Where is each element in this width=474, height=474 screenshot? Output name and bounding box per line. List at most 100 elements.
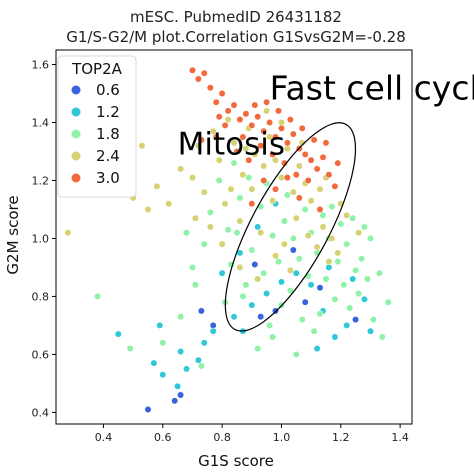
data-point xyxy=(331,295,339,303)
data-point xyxy=(251,261,259,268)
data-point xyxy=(272,185,279,193)
legend-label: 1.8 xyxy=(96,125,120,143)
data-point xyxy=(266,119,274,126)
data-point xyxy=(325,171,333,179)
data-point xyxy=(212,133,220,141)
y-tick-label: 0.8 xyxy=(32,290,50,303)
plot-area xyxy=(55,49,413,425)
data-point xyxy=(177,313,185,321)
data-point xyxy=(236,194,244,202)
data-point xyxy=(307,281,315,289)
data-point xyxy=(319,211,327,219)
data-point xyxy=(260,127,268,135)
annotation-fast-cell-cycle: Fast cell cycle xyxy=(270,68,474,107)
x-tick-label: 1.0 xyxy=(273,431,291,444)
data-point xyxy=(375,269,383,277)
data-point xyxy=(334,249,342,257)
data-point xyxy=(295,194,303,202)
data-point xyxy=(328,234,336,242)
data-point xyxy=(343,321,351,329)
data-point xyxy=(245,174,253,182)
legend-label: 2.4 xyxy=(96,147,120,165)
data-point xyxy=(310,136,318,144)
data-point xyxy=(316,206,324,213)
data-point xyxy=(283,174,291,182)
data-point xyxy=(251,150,259,158)
data-point xyxy=(319,223,327,231)
data-point xyxy=(325,263,333,271)
data-point xyxy=(307,197,315,205)
data-point xyxy=(159,339,167,347)
data-point xyxy=(242,145,250,153)
data-point xyxy=(221,121,229,129)
data-point xyxy=(331,333,339,341)
data-point xyxy=(352,266,360,274)
data-point xyxy=(263,290,271,297)
data-point xyxy=(200,69,208,77)
data-point xyxy=(346,304,354,312)
data-point xyxy=(248,185,256,193)
data-point xyxy=(286,287,294,295)
legend-label: 3.0 xyxy=(96,169,120,187)
data-point xyxy=(289,188,297,196)
legend-title: TOP2A xyxy=(71,60,123,78)
data-point xyxy=(349,214,357,222)
data-point xyxy=(283,191,291,199)
data-point xyxy=(364,275,371,283)
y-tick-label: 0.4 xyxy=(32,406,50,419)
data-point xyxy=(349,275,357,283)
data-point xyxy=(304,232,312,240)
data-point xyxy=(367,234,374,242)
data-point xyxy=(233,148,241,155)
data-point xyxy=(313,165,321,173)
data-point xyxy=(331,182,339,190)
data-point xyxy=(206,208,214,216)
data-point xyxy=(334,159,342,167)
data-point xyxy=(269,150,277,158)
data-point xyxy=(239,133,247,141)
data-point xyxy=(230,139,238,147)
data-point xyxy=(254,223,262,231)
data-point xyxy=(292,350,300,358)
data-point xyxy=(227,185,235,193)
scatter-points xyxy=(64,66,392,413)
data-point xyxy=(248,200,256,208)
y-tick-label: 1.2 xyxy=(32,174,50,187)
data-point xyxy=(263,98,271,106)
data-point xyxy=(272,252,279,260)
data-point xyxy=(218,90,226,97)
data-point xyxy=(289,246,297,254)
legend-marker xyxy=(71,151,81,161)
data-point xyxy=(177,391,185,399)
data-point xyxy=(361,223,368,231)
annotation-mitosis: Mitosis xyxy=(178,126,285,162)
data-point xyxy=(236,116,244,124)
data-point xyxy=(295,162,303,170)
data-point xyxy=(191,214,199,222)
data-point xyxy=(316,310,324,318)
data-point xyxy=(224,107,232,115)
x-axis-ticks: 0.4 0.6 0.8 1.0 1.2 1.4 xyxy=(95,424,409,444)
data-point xyxy=(197,362,205,370)
data-point xyxy=(355,290,363,297)
data-point xyxy=(144,406,152,413)
data-point xyxy=(266,321,274,329)
data-point xyxy=(200,240,208,248)
data-point xyxy=(322,139,330,147)
x-tick-label: 0.8 xyxy=(213,431,231,444)
data-point xyxy=(64,229,72,237)
data-point xyxy=(352,316,360,324)
data-point xyxy=(322,275,330,283)
data-point xyxy=(156,321,164,329)
data-point xyxy=(197,307,205,315)
data-point xyxy=(126,345,134,353)
data-point xyxy=(378,333,386,341)
data-point xyxy=(310,327,318,335)
data-point xyxy=(254,113,262,121)
x-tick-label: 1.4 xyxy=(391,431,409,444)
chart-title-line2: G1/S-G2/M plot.Correlation G1SvsG2M=-0.2… xyxy=(66,28,406,46)
data-point xyxy=(272,133,279,141)
data-point xyxy=(194,75,202,83)
data-point xyxy=(257,229,265,237)
